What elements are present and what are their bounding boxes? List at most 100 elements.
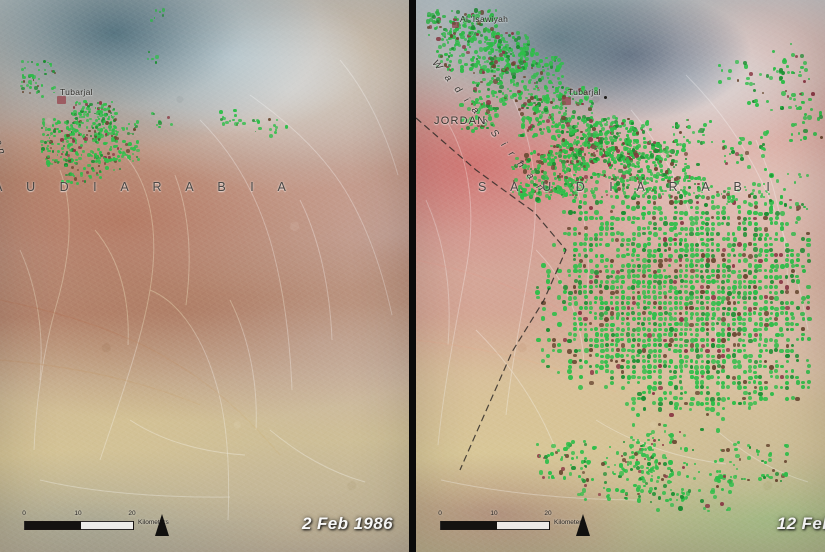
center-pivot-field xyxy=(427,14,430,17)
center-pivot-field xyxy=(769,305,774,310)
center-pivot-field xyxy=(647,333,653,338)
center-pivot-field xyxy=(491,32,495,36)
center-pivot-field xyxy=(754,102,760,107)
center-pivot-field xyxy=(73,109,77,114)
center-pivot-field xyxy=(610,370,615,375)
center-pivot-field xyxy=(448,29,452,34)
center-pivot-field xyxy=(556,295,561,300)
center-pivot-field xyxy=(636,321,641,326)
center-pivot-field xyxy=(620,311,625,316)
center-pivot-field xyxy=(609,375,614,380)
center-pivot-field xyxy=(613,167,616,170)
center-pivot-field xyxy=(742,274,748,279)
center-pivot-field xyxy=(715,247,721,252)
center-pivot-field xyxy=(818,115,824,120)
center-pivot-field xyxy=(668,237,674,242)
center-pivot-field xyxy=(710,204,716,210)
center-pivot-field xyxy=(626,375,632,381)
center-pivot-field xyxy=(731,353,737,358)
center-pivot-field xyxy=(46,139,50,143)
center-pivot-field xyxy=(584,141,588,145)
center-pivot-field xyxy=(758,343,762,347)
center-pivot-field xyxy=(498,72,504,78)
center-pivot-field xyxy=(622,159,626,163)
center-pivot-field xyxy=(626,178,630,182)
center-pivot-field xyxy=(758,269,762,273)
center-pivot-field xyxy=(593,316,598,320)
center-pivot-field xyxy=(731,295,736,300)
center-pivot-field xyxy=(662,268,667,273)
center-pivot-field xyxy=(576,160,580,163)
center-pivot-field xyxy=(561,85,565,89)
center-pivot-field xyxy=(629,173,633,177)
center-pivot-field xyxy=(583,153,587,156)
center-pivot-field xyxy=(670,149,675,154)
center-pivot-field xyxy=(495,34,500,40)
center-pivot-field xyxy=(690,220,695,226)
center-pivot-field xyxy=(552,86,555,89)
center-pivot-field xyxy=(548,61,554,66)
center-pivot-field xyxy=(673,216,677,220)
center-pivot-field xyxy=(790,248,794,253)
center-pivot-field xyxy=(493,55,498,60)
center-pivot-field xyxy=(564,110,567,113)
center-pivot-field xyxy=(721,295,727,301)
center-pivot-field xyxy=(736,375,742,380)
center-pivot-field xyxy=(669,221,674,227)
center-pivot-field xyxy=(112,107,115,111)
center-pivot-field xyxy=(441,37,445,42)
center-pivot-field xyxy=(588,289,593,294)
center-pivot-field xyxy=(647,385,652,390)
center-pivot-field xyxy=(666,179,671,184)
center-pivot-field xyxy=(514,156,519,161)
center-pivot-field xyxy=(657,333,662,338)
center-pivot-field xyxy=(790,279,795,284)
scale-ticks-right: 0 10 20 xyxy=(438,510,551,520)
center-pivot-field xyxy=(780,221,785,226)
center-pivot-field xyxy=(73,137,77,141)
center-pivot-field xyxy=(598,242,603,247)
center-pivot-field xyxy=(440,59,443,63)
center-pivot-field xyxy=(440,32,444,36)
center-pivot-field xyxy=(91,139,95,142)
center-pivot-field xyxy=(593,133,597,137)
center-pivot-field xyxy=(801,100,804,104)
center-pivot-field xyxy=(700,311,705,317)
center-pivot-field xyxy=(443,36,446,39)
center-pivot-field xyxy=(599,232,603,236)
center-pivot-field xyxy=(753,247,758,252)
center-pivot-field xyxy=(705,317,709,321)
center-pivot-field xyxy=(523,85,527,89)
center-pivot-field xyxy=(727,291,732,296)
center-pivot-field xyxy=(819,135,823,139)
center-pivot-field xyxy=(660,170,664,174)
center-pivot-field xyxy=(706,279,711,285)
center-pivot-field xyxy=(135,120,140,124)
panel-divider xyxy=(409,0,416,552)
center-pivot-field xyxy=(687,140,691,144)
center-pivot-field xyxy=(483,35,489,41)
center-pivot-field xyxy=(774,215,780,221)
center-pivot-field xyxy=(523,87,527,91)
center-pivot-field xyxy=(641,206,646,211)
center-pivot-field xyxy=(630,149,635,155)
center-pivot-field xyxy=(641,151,645,156)
center-pivot-field xyxy=(468,31,473,36)
center-pivot-field xyxy=(626,274,632,279)
center-pivot-field xyxy=(699,348,703,352)
center-pivot-field xyxy=(695,306,699,310)
center-pivot-field xyxy=(647,349,653,355)
center-pivot-field xyxy=(511,62,515,66)
center-pivot-field xyxy=(578,204,582,209)
center-pivot-field xyxy=(98,153,101,156)
center-pivot-field xyxy=(613,182,618,187)
center-pivot-field xyxy=(506,88,509,91)
center-pivot-field xyxy=(581,156,585,160)
center-pivot-field xyxy=(37,69,40,72)
center-pivot-field xyxy=(604,264,609,269)
center-pivot-field xyxy=(490,69,494,72)
center-pivot-field xyxy=(554,152,559,156)
center-pivot-field xyxy=(758,311,763,316)
center-pivot-field xyxy=(690,243,694,247)
center-pivot-field xyxy=(732,285,737,290)
